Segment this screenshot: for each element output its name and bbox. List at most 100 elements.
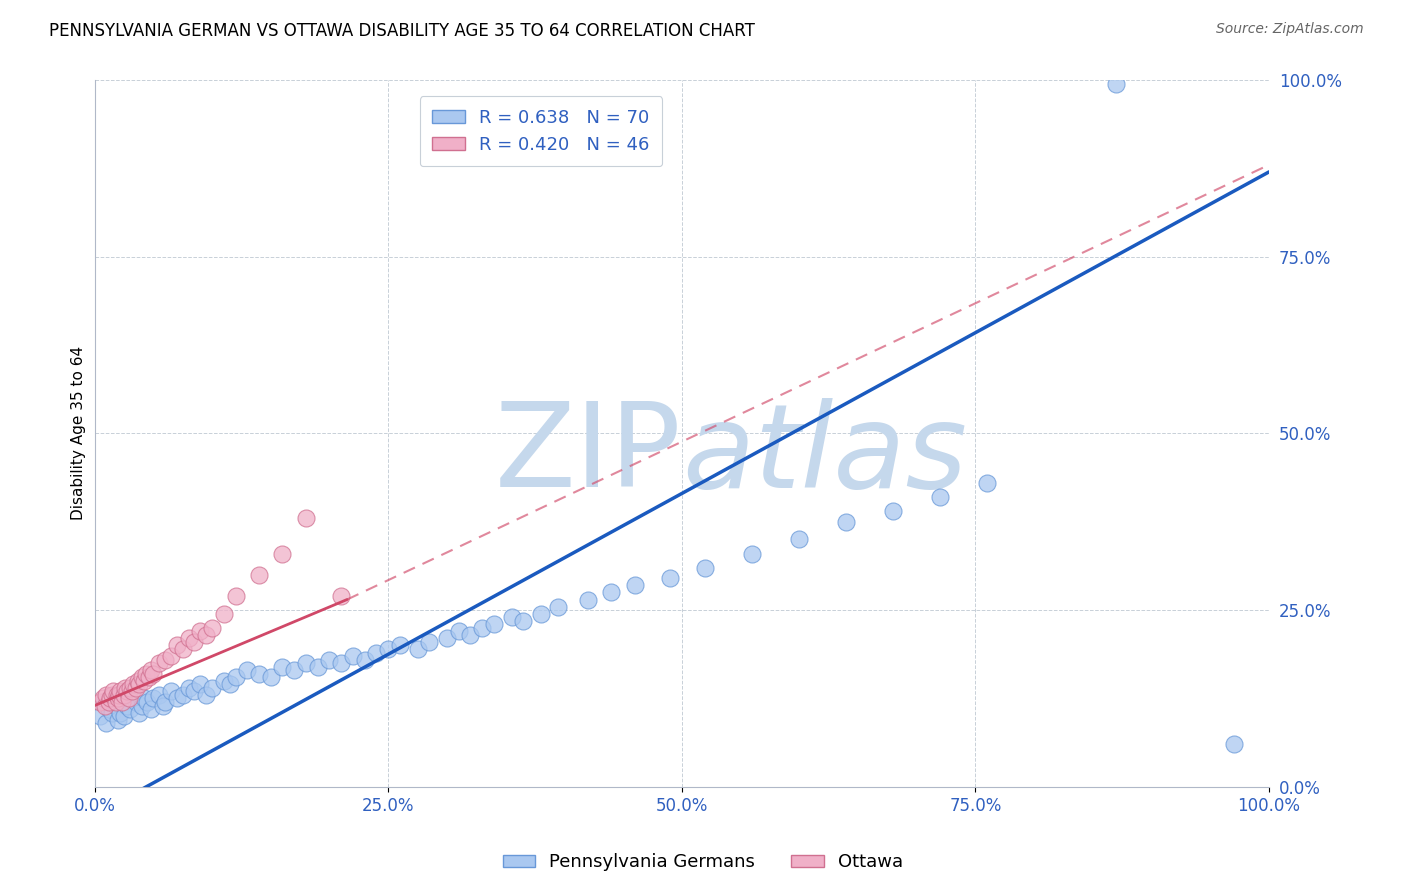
Point — [436, 632, 458, 646]
Point — [172, 642, 194, 657]
Point — [138, 670, 160, 684]
Point — [1105, 77, 1128, 91]
Point — [225, 589, 247, 603]
Text: atlas: atlas — [682, 398, 967, 512]
Point — [271, 547, 294, 561]
Point — [1223, 738, 1246, 752]
Point — [166, 639, 188, 653]
Point — [103, 684, 125, 698]
Point — [318, 652, 340, 666]
Point — [225, 670, 247, 684]
Point — [117, 698, 139, 713]
Point — [330, 589, 353, 603]
Point — [125, 695, 148, 709]
Point — [283, 663, 305, 677]
Point — [295, 511, 318, 525]
Point — [576, 592, 599, 607]
Point — [471, 621, 494, 635]
Point — [166, 691, 188, 706]
Point — [136, 695, 159, 709]
Point — [94, 698, 117, 713]
Point — [110, 684, 132, 698]
Point — [93, 695, 115, 709]
Point — [131, 670, 153, 684]
Point — [418, 635, 440, 649]
Point — [97, 695, 120, 709]
Point — [183, 635, 205, 649]
Point — [121, 684, 143, 698]
Point — [139, 663, 162, 677]
Point — [406, 642, 429, 657]
Point — [366, 646, 388, 660]
Point — [212, 607, 235, 621]
Y-axis label: Disability Age 35 to 64: Disability Age 35 to 64 — [72, 346, 86, 520]
Point — [447, 624, 470, 639]
Point — [330, 656, 353, 670]
Point — [148, 656, 170, 670]
Point — [741, 547, 763, 561]
Point — [160, 684, 183, 698]
Point — [501, 610, 523, 624]
Point — [172, 688, 194, 702]
Point — [142, 666, 165, 681]
Point — [152, 698, 174, 713]
Point — [131, 698, 153, 713]
Point — [388, 639, 411, 653]
Point — [112, 688, 135, 702]
Point — [114, 681, 136, 695]
Point — [107, 713, 129, 727]
Point — [108, 688, 131, 702]
Point — [835, 515, 858, 529]
Point — [135, 666, 157, 681]
Point — [201, 621, 224, 635]
Text: Source: ZipAtlas.com: Source: ZipAtlas.com — [1216, 22, 1364, 37]
Point — [353, 652, 375, 666]
Point — [177, 632, 200, 646]
Point — [530, 607, 553, 621]
Point — [976, 475, 998, 490]
Point — [195, 688, 218, 702]
Point — [118, 681, 141, 695]
Point — [107, 691, 129, 706]
Point — [160, 649, 183, 664]
Point — [307, 659, 329, 673]
Point — [132, 673, 155, 688]
Point — [97, 702, 120, 716]
Point — [882, 504, 904, 518]
Point — [377, 642, 399, 657]
Point — [148, 688, 170, 702]
Point — [177, 681, 200, 695]
Point — [118, 702, 141, 716]
Legend: Pennsylvania Germans, Ottawa: Pennsylvania Germans, Ottawa — [495, 847, 911, 879]
Point — [624, 578, 647, 592]
Point — [101, 688, 124, 702]
Point — [188, 624, 211, 639]
Point — [91, 691, 114, 706]
Point — [512, 614, 534, 628]
Point — [142, 691, 165, 706]
Point — [195, 628, 218, 642]
Point — [787, 533, 810, 547]
Point — [128, 706, 150, 720]
Text: ZIP: ZIP — [495, 397, 682, 512]
Point — [132, 691, 155, 706]
Point — [153, 652, 176, 666]
Point — [110, 695, 132, 709]
Point — [96, 716, 118, 731]
Point — [600, 585, 623, 599]
Point — [153, 695, 176, 709]
Point — [117, 684, 139, 698]
Point — [218, 677, 240, 691]
Point — [260, 670, 283, 684]
Point — [247, 666, 270, 681]
Point — [695, 560, 717, 574]
Point — [460, 628, 482, 642]
Point — [117, 691, 139, 706]
Point — [104, 695, 127, 709]
Point — [342, 649, 364, 664]
Point — [112, 709, 135, 723]
Point — [201, 681, 224, 695]
Point — [127, 673, 149, 688]
Point — [89, 695, 111, 709]
Point — [128, 677, 150, 691]
